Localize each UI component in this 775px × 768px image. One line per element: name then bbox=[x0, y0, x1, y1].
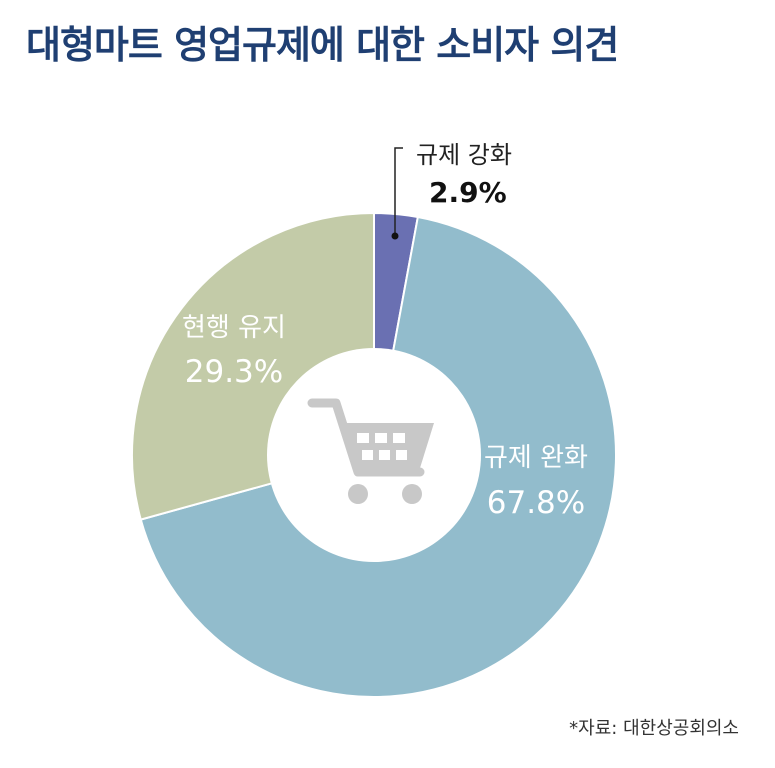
slice-value-strengthen: 2.9% bbox=[429, 176, 507, 209]
slice-value-maintain: 29.3% bbox=[185, 354, 283, 390]
shopping-cart-icon bbox=[307, 398, 434, 504]
slice-label-strengthen: 규제 강화 bbox=[416, 141, 512, 169]
slice-label-maintain: 현행 유지 bbox=[182, 313, 286, 343]
chart-title: 대형마트 영업규제에 대한 소비자 의견 bbox=[26, 23, 619, 67]
slice-value-relax: 67.8% bbox=[487, 485, 585, 521]
slice-label-relax: 규제 완화 bbox=[484, 443, 588, 473]
leader-line-strengthen bbox=[391, 147, 403, 240]
source-note: *자료: 대한상공회의소 bbox=[569, 718, 739, 739]
